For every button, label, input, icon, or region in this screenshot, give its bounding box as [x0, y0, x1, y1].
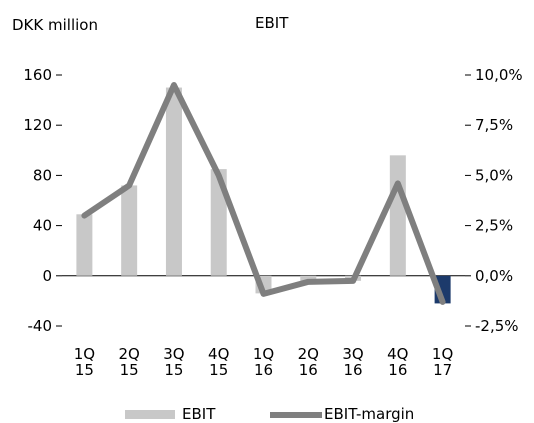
x-tick-label-year: 16: [344, 361, 363, 379]
x-tick-label-quarter: 4Q: [387, 345, 408, 363]
y-right-tick-label: 2,5%: [475, 217, 513, 235]
x-tick-label-quarter: 3Q: [342, 345, 363, 363]
legend-label-ebit: EBIT: [182, 405, 216, 423]
legend: EBIT EBIT-margin: [125, 405, 414, 423]
y-right-tick-label: 7,5%: [475, 116, 513, 134]
x-tick-label-quarter: 2Q: [118, 345, 139, 363]
x-tick-label-year: 15: [209, 361, 228, 379]
y-left-tick-label: 40: [33, 217, 52, 235]
x-tick-label-quarter: 1Q: [432, 345, 453, 363]
line-ebit-margin: [81, 82, 446, 305]
y-left-tick-label: 80: [33, 166, 52, 184]
legend-label-margin: EBIT-margin: [324, 405, 414, 423]
bar-ebit: [210, 169, 227, 276]
x-tick-label-quarter: 1Q: [253, 345, 274, 363]
x-tick-label-year: 15: [75, 361, 94, 379]
x-tick-label-quarter: 2Q: [298, 345, 319, 363]
y-left-tick-label: 0: [42, 267, 52, 285]
y-right-tick-label: -2,5%: [475, 317, 519, 335]
unit-label: DKK million: [12, 16, 98, 34]
y-left-tick-label: 120: [23, 116, 52, 134]
x-tick-label-year: 17: [433, 361, 452, 379]
x-tick-label-quarter: 3Q: [163, 345, 184, 363]
bar-ebit: [165, 87, 182, 276]
y-right-tick-label: 10,0%: [475, 66, 523, 84]
bar-ebit: [389, 155, 406, 276]
y-left-tick-label: 160: [23, 66, 52, 84]
x-tick-label-year: 16: [388, 361, 407, 379]
y-right-tick-label: 5,0%: [475, 166, 513, 184]
x-tick-label-year: 15: [120, 361, 139, 379]
y-left-tick-label: -40: [28, 317, 53, 335]
chart-title: EBIT: [255, 14, 289, 32]
x-tick-label-quarter: 1Q: [74, 345, 95, 363]
x-tick-label-year: 15: [164, 361, 183, 379]
y-right-tick-label: 0,0%: [475, 267, 513, 285]
axes: -40 0 40 80 120 160 -2,5% 0,0% 2,5% 5,0% 7,5% 10,0%: [23, 66, 522, 335]
bar-ebit: [76, 214, 93, 276]
x-tick-label-year: 16: [299, 361, 318, 379]
legend-swatch-ebit: [125, 410, 175, 419]
bar-ebit: [300, 275, 317, 281]
x-tick-label-year: 16: [254, 361, 273, 379]
x-tick-label-quarter: 4Q: [208, 345, 229, 363]
margin-line: [81, 82, 446, 305]
bar-ebit: [121, 185, 138, 276]
